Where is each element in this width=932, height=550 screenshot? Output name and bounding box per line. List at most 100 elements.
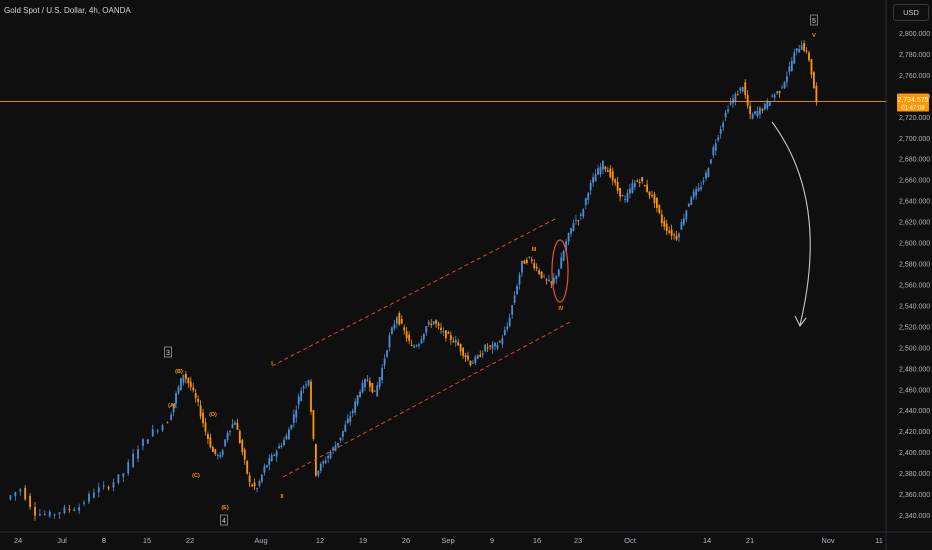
wave-label: I — [271, 361, 273, 367]
candle-body — [567, 232, 570, 242]
candle-body — [366, 379, 369, 382]
candle-body — [749, 106, 752, 115]
candle-body — [449, 335, 452, 341]
candle-body — [795, 48, 798, 52]
candle-body — [102, 485, 105, 487]
candle-body — [560, 257, 563, 269]
candle-body — [776, 91, 779, 94]
candle-body — [616, 181, 619, 191]
candle-body — [361, 382, 364, 393]
candle-body — [400, 319, 403, 324]
candle-body — [692, 191, 695, 198]
candle-body — [229, 430, 231, 433]
candle-body — [283, 439, 285, 446]
candle-body — [741, 87, 744, 92]
currency-button[interactable]: USD — [893, 4, 929, 21]
candle-body — [611, 171, 614, 181]
candle-body — [584, 198, 587, 206]
candle-body — [278, 446, 280, 449]
y-tick-label: 2,460.000 — [899, 387, 930, 394]
candle-body — [425, 326, 428, 333]
candle-body — [714, 143, 717, 151]
candle-body — [719, 129, 722, 134]
candle-body — [793, 52, 796, 64]
candle-body — [351, 410, 354, 414]
candle-body — [790, 61, 793, 71]
y-tick-label: 2,380.000 — [899, 471, 930, 478]
y-tick-label: 2,800.000 — [899, 31, 930, 38]
candle-body — [166, 422, 169, 424]
candle-body — [511, 305, 514, 315]
candle-body — [292, 414, 295, 423]
candle-body — [599, 166, 602, 175]
candle-body — [665, 223, 668, 232]
candle-body — [322, 461, 325, 464]
y-tick-label: 2,480.000 — [899, 366, 930, 373]
candle-body — [405, 331, 408, 339]
candle-body — [462, 348, 464, 356]
y-tick-label: 2,440.000 — [899, 408, 930, 415]
candle-body — [587, 193, 590, 200]
candle-body — [53, 514, 56, 516]
candle-body — [373, 390, 376, 392]
y-tick-label: 2,560.000 — [899, 282, 930, 289]
candle-body — [739, 87, 742, 91]
candle-body — [687, 203, 690, 207]
candle-body — [310, 381, 312, 412]
candle-body — [344, 424, 347, 432]
candle-body — [682, 218, 685, 225]
candle-body — [604, 166, 607, 170]
candle-body — [498, 341, 501, 343]
candle-body — [383, 359, 386, 366]
x-tick-label: 15 — [143, 536, 151, 545]
candle-body — [273, 454, 276, 456]
candle-body — [729, 102, 732, 105]
candle-body — [295, 409, 298, 418]
candle-body — [184, 373, 187, 379]
candle-body — [552, 277, 555, 284]
candle-body — [236, 423, 239, 430]
y-tick-label: 2,400.000 — [899, 450, 930, 457]
candle-body — [386, 350, 388, 357]
candle-body — [19, 489, 22, 492]
x-tick-label: 8 — [102, 536, 106, 545]
candle-body — [395, 317, 398, 324]
candle-body — [624, 198, 626, 200]
candle-body — [813, 72, 815, 89]
x-tick-label: Oct — [624, 536, 637, 545]
candle-body — [550, 281, 553, 284]
candle-body — [398, 313, 401, 325]
candle-body — [459, 344, 462, 352]
candle-body — [207, 433, 209, 439]
candle-body — [440, 327, 442, 331]
candle-body — [285, 435, 288, 440]
wave-box — [810, 14, 818, 26]
candle-body — [621, 195, 624, 197]
wave-label: II — [280, 494, 284, 500]
candle-body — [371, 383, 374, 393]
y-tick-label: 2,340.000 — [899, 513, 930, 520]
candle-body — [253, 482, 256, 487]
candle-body — [638, 181, 641, 183]
candle-body — [472, 362, 474, 364]
candle-body — [660, 214, 663, 224]
candle-body — [521, 260, 523, 273]
candle-body — [501, 338, 504, 345]
candle-body — [656, 197, 658, 208]
candle-body — [579, 214, 582, 216]
candle-body — [572, 223, 575, 231]
candle-body — [705, 172, 707, 179]
candle-body — [48, 511, 51, 517]
candle-body — [641, 177, 644, 182]
candle-body — [496, 344, 499, 349]
candle-body — [393, 324, 396, 329]
candle-body — [709, 159, 712, 164]
wave-box — [220, 514, 228, 526]
candle-body — [88, 494, 90, 502]
candle-body — [58, 512, 61, 515]
x-tick-label: 22 — [186, 536, 194, 545]
y-tick-label: 2,740.000 — [899, 94, 930, 101]
candle-body — [680, 222, 683, 230]
